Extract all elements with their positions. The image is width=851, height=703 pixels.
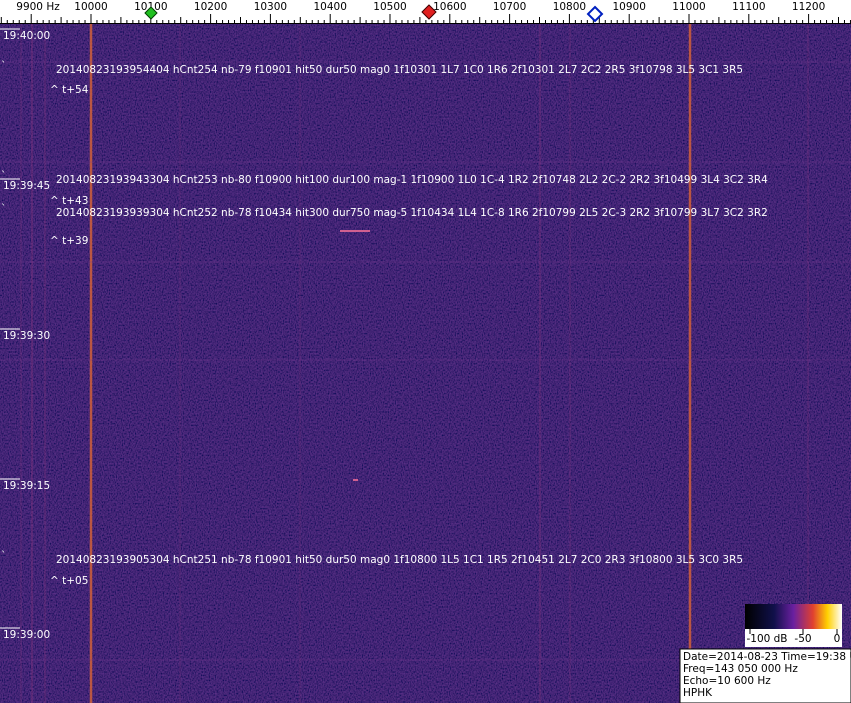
- time-label: 19:39:00: [3, 629, 50, 641]
- time-label: 19:39:15: [3, 480, 50, 492]
- marker-tick: ˋ: [1, 170, 6, 182]
- ruler-label: 10000: [74, 1, 107, 13]
- ruler-label: 11200: [792, 1, 825, 13]
- colorbar: [745, 604, 842, 629]
- ruler-label: 10300: [254, 1, 287, 13]
- colorbar-label: -50: [794, 633, 811, 645]
- colorbar-scale: [745, 629, 842, 647]
- detection-text: 20140823193943304 hCnt253 nb-80 f10900 h…: [56, 174, 768, 186]
- ruler-label: 10200: [194, 1, 227, 13]
- detection-offset: ^ t+05: [50, 575, 88, 587]
- noise: [0, 24, 851, 703]
- ruler-label: 10600: [433, 1, 466, 13]
- detection-text: 20140823193905304 hCnt251 nb-78 f10901 h…: [56, 554, 743, 566]
- marker-green[interactable]: [144, 6, 158, 20]
- detection-text: 20140823193954404 hCnt254 nb-79 f10901 h…: [56, 64, 743, 76]
- detection-text: 20140823193939304 hCnt252 nb-78 f10434 h…: [56, 207, 768, 219]
- ruler-ticks: 9900 Hz100001010010200103001040010500106…: [0, 1, 851, 24]
- signal-lines: [0, 24, 851, 703]
- time-label: 19:39:45: [3, 180, 50, 192]
- ruler-label: 10500: [373, 1, 406, 13]
- ruler-label: 10400: [313, 1, 346, 13]
- info-box: [679, 648, 851, 703]
- detection-offset: ^ t+43: [50, 195, 88, 207]
- colorbar-label: 0: [834, 633, 841, 645]
- ruler-label: 10900: [612, 1, 645, 13]
- ruler-label: 11000: [672, 1, 705, 13]
- ruler-label: 10700: [493, 1, 526, 13]
- marker-tick: ˋ: [1, 60, 6, 72]
- detection-offset: ^ t+54: [50, 84, 89, 96]
- info-line: Date=2014-08-23 Time=19:38 UTC: [683, 651, 851, 663]
- info-line: HPHK: [683, 687, 713, 699]
- marker-red[interactable]: [421, 4, 437, 20]
- time-label: 19:39:30: [3, 330, 50, 342]
- ruler-label: 10800: [553, 1, 586, 13]
- marker-tick: ˋ: [1, 550, 6, 562]
- time-label: 19:40:00: [3, 30, 50, 42]
- marker-tick: ˋ: [1, 203, 6, 215]
- info-line: Freq=143 050 000 Hz: [683, 663, 798, 675]
- marker-blue[interactable]: [586, 5, 604, 23]
- info-line: Echo=10 600 Hz: [683, 675, 771, 687]
- detection-offset: ^ t+39: [50, 235, 88, 247]
- ruler-label: 9900 Hz: [16, 1, 60, 13]
- colorbar-label: -100 dB: [746, 633, 787, 645]
- ruler-label: 11100: [732, 1, 765, 13]
